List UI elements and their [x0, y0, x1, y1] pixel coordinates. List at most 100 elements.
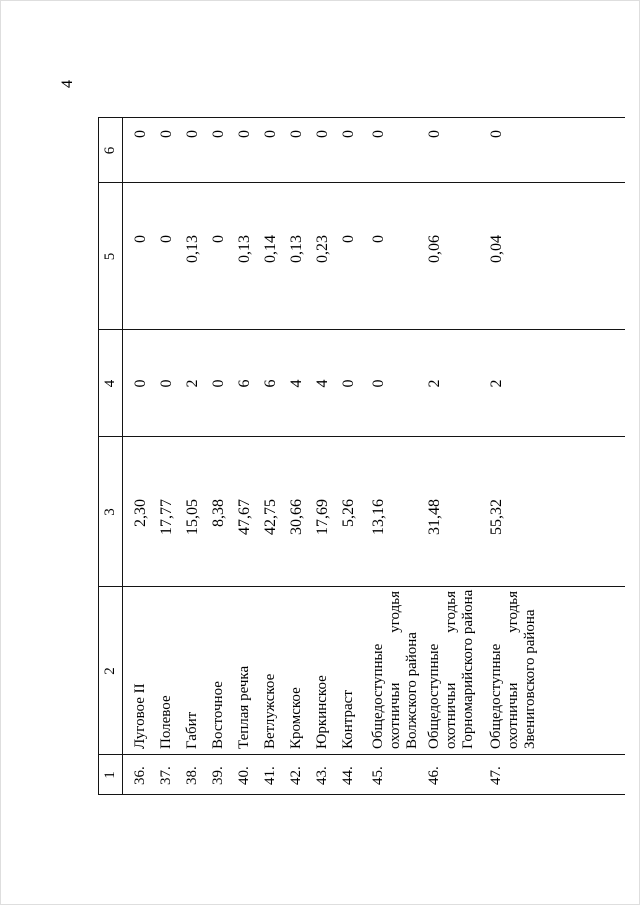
row-name-line: Звениговского района	[522, 591, 539, 749]
row-name-line: охотничьи угодья	[505, 591, 522, 749]
row-name-line: Кромское	[288, 591, 305, 749]
row-name: Полевое	[158, 591, 175, 749]
value-col-4: 2	[184, 379, 201, 388]
column-header: 4	[102, 379, 118, 388]
row-name-line: Контраст	[340, 591, 357, 749]
value-col-6: 0	[236, 130, 253, 138]
table-row: 47. Общедоступные охотничьи угодья Звениговс…	[488, 117, 548, 795]
row-number: 37.	[158, 766, 174, 785]
value-col-5: 0	[340, 235, 357, 243]
value-col-6: 0	[370, 130, 387, 138]
row-name-line: Общедоступные	[488, 591, 505, 749]
row-name-text: Звениговского района	[522, 609, 538, 749]
value-col-6: 0	[314, 130, 331, 138]
row-number: 43.	[314, 766, 330, 785]
row-name-line: Общедоступные	[370, 591, 387, 749]
value-col-3: 42,75	[262, 499, 279, 535]
value-col-5: 0,04	[488, 235, 505, 263]
row-name: Луговое II	[132, 591, 149, 749]
row-name-line: Волжского района	[404, 591, 421, 749]
value-col-4: 6	[262, 379, 279, 388]
row-number: 36.	[132, 766, 148, 785]
value-col-4: 2	[488, 379, 505, 388]
row-number: 47.	[488, 766, 504, 785]
value-col-5: 0	[132, 235, 149, 243]
row-name-line: Восточное	[210, 591, 227, 749]
page-number: 4	[59, 80, 76, 88]
row-name-line: Теплая речка	[236, 591, 253, 749]
row-name-line: Горномарийского района	[460, 589, 477, 749]
row-name-text: Ветлужское	[262, 673, 278, 749]
value-col-6: 0	[262, 130, 279, 138]
column-header: 6	[102, 146, 118, 155]
value-col-6: 0	[288, 130, 305, 138]
value-col-3: 13,16	[370, 499, 387, 535]
column-header: 1	[102, 771, 118, 779]
table-row: 45. Общедоступные охотничьи угодья Волжского…	[370, 117, 430, 795]
value-col-3: 17,77	[158, 499, 175, 535]
row-name-text: Общедоступные	[488, 643, 504, 749]
row-name-text: угодья	[387, 591, 403, 633]
row-name-text: охотничьи	[443, 682, 459, 749]
table-row: 46. Общедоступные охотничьи угодья Горномари…	[426, 117, 486, 795]
row-name-text: Восточное	[210, 681, 226, 749]
value-col-6: 0	[210, 130, 227, 138]
row-name: Восточное	[210, 591, 227, 749]
row-name-line: Габит	[184, 591, 201, 749]
row-name-text: Полевое	[158, 695, 174, 749]
row-name-text: угодья	[443, 591, 459, 633]
value-col-5: 0,13	[288, 235, 305, 263]
value-col-5: 0,06	[426, 235, 443, 263]
value-col-3: 55,32	[488, 499, 505, 535]
row-number: 42.	[288, 766, 304, 785]
row-name: Юркинское	[314, 591, 331, 749]
value-col-6: 0	[426, 130, 443, 138]
value-col-3: 17,69	[314, 499, 331, 535]
value-col-5: 0,13	[236, 235, 253, 263]
value-col-5: 0,13	[184, 235, 201, 263]
row-name-text: Контраст	[340, 690, 356, 749]
row-number: 41.	[262, 766, 278, 785]
value-col-3: 31,48	[426, 499, 443, 535]
row-name-line: Юркинское	[314, 591, 331, 749]
column-header: 2	[102, 667, 118, 675]
row-name-text: Горномарийского района	[460, 589, 476, 749]
row-name: Ветлужское	[262, 591, 279, 749]
value-col-6: 0	[340, 130, 357, 138]
row-number: 46.	[426, 766, 442, 785]
row-name-line: Общедоступные	[426, 591, 443, 749]
row-number: 40.	[236, 766, 252, 785]
value-col-4: 6	[236, 379, 253, 388]
grid-line	[122, 117, 123, 795]
row-name-text: Луговое II	[132, 683, 148, 749]
column-header: 3	[102, 508, 118, 516]
row-number: 39.	[210, 766, 226, 785]
value-col-5: 0	[370, 235, 387, 243]
row-name-line: Ветлужское	[262, 591, 279, 749]
row-name-line: Полевое	[158, 591, 175, 749]
row-name-line: охотничьи угодья	[387, 591, 404, 749]
value-col-3: 30,66	[288, 499, 305, 535]
row-name: Теплая речка	[236, 591, 253, 749]
row-name: Габит	[184, 591, 201, 749]
value-col-4: 0	[370, 379, 387, 388]
row-name: Кромское	[288, 591, 305, 749]
value-col-4: 0	[210, 379, 227, 388]
row-name: Общедоступные охотничьи угодья Звениговског…	[488, 591, 539, 749]
row-name-text: Общедоступные	[370, 643, 386, 749]
row-name-text: Юркинское	[314, 675, 330, 749]
row-name-text: Волжского района	[404, 632, 420, 749]
value-col-4: 0	[340, 379, 357, 388]
row-name-text: угодья	[505, 591, 521, 633]
value-col-5: 0,14	[262, 235, 279, 263]
row-name: Общедоступные охотничьи угодья Волжского ра…	[370, 591, 421, 749]
value-col-5: 0	[158, 235, 175, 243]
row-name-text: охотничьи	[505, 682, 521, 749]
row-name-line: Луговое II	[132, 591, 149, 749]
value-col-6: 0	[184, 130, 201, 138]
value-col-6: 0	[158, 130, 175, 138]
row-name-text: охотничьи	[387, 682, 403, 749]
row-name-text: Общедоступные	[426, 643, 442, 749]
column-header: 5	[102, 252, 118, 261]
